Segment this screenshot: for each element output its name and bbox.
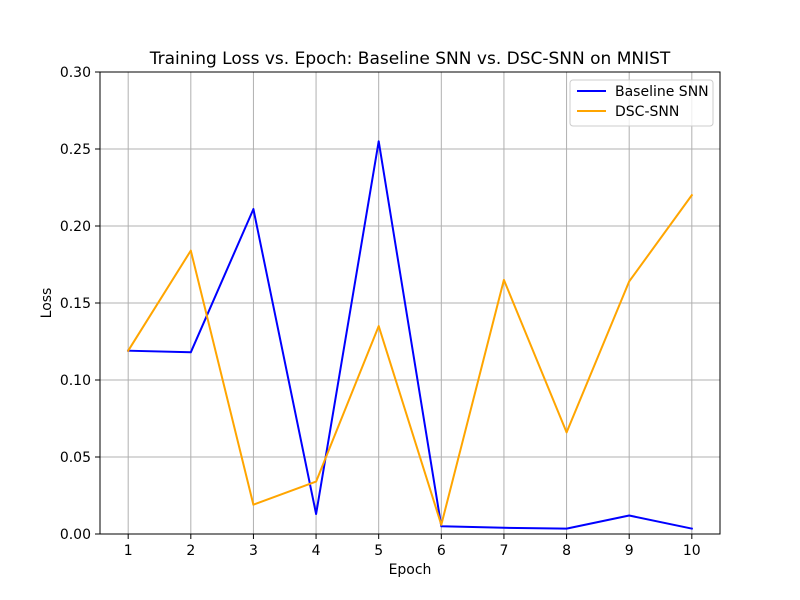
- data-point-baseline-snn: [377, 140, 380, 143]
- x-tick-label: 10: [683, 543, 701, 559]
- series-lines: [126, 140, 694, 530]
- y-axis-label: Loss: [39, 288, 55, 319]
- data-point-baseline-snn: [691, 527, 693, 530]
- data-point-dsc-snn: [565, 431, 568, 434]
- legend-label-baseline-snn: Baseline SNN: [615, 84, 709, 100]
- y-tick-label: 0.20: [60, 219, 91, 235]
- data-point-baseline-snn: [190, 351, 192, 354]
- legend-label-dsc-snn: DSC-SNN: [615, 104, 679, 120]
- series-line-dsc-snn: [126, 193, 694, 526]
- data-point-baseline-snn: [440, 525, 443, 528]
- data-point-dsc-snn: [628, 280, 630, 283]
- y-tick-label: 0.10: [60, 373, 91, 389]
- series-line-baseline-snn: [127, 140, 693, 530]
- axis-ticks: 1 2 3 4 5 6 7 8 9 10 0.00 0.05 0.10 0.15 0.20 0.25 0.30: [60, 65, 701, 559]
- x-axis-label: Epoch: [389, 562, 432, 578]
- x-tick-label: 7: [499, 543, 508, 559]
- y-tick-label: 0.15: [60, 296, 91, 312]
- x-tick-label: 8: [562, 543, 571, 559]
- data-point-baseline-snn: [565, 527, 568, 530]
- chart-title: Training Loss vs. Epoch: Baseline SNN vs…: [149, 49, 671, 69]
- x-tick-label: 9: [625, 543, 634, 559]
- data-point-baseline-snn: [252, 208, 255, 210]
- data-point-dsc-snn: [190, 249, 192, 252]
- x-tick-label: 1: [124, 543, 133, 559]
- x-tick-label: 3: [249, 543, 258, 559]
- data-point-dsc-snn: [377, 325, 380, 327]
- y-tick-label: 0.05: [60, 450, 91, 466]
- data-point-dsc-snn: [503, 279, 505, 281]
- x-tick-label: 5: [374, 543, 383, 559]
- data-point-dsc-snn: [691, 194, 693, 196]
- data-point-dsc-snn: [440, 524, 443, 526]
- x-tick-label: 2: [186, 543, 195, 559]
- data-point-baseline-snn: [628, 514, 630, 517]
- data-point-baseline-snn: [503, 527, 505, 529]
- x-tick-label: 6: [437, 543, 446, 559]
- data-point-dsc-snn: [127, 349, 129, 352]
- legend: Baseline SNN DSC-SNN: [569, 79, 714, 127]
- y-tick-label: 0.30: [60, 65, 91, 81]
- data-point-dsc-snn: [252, 503, 255, 506]
- x-tick-label: 4: [312, 543, 321, 559]
- y-tick-label: 0.25: [60, 142, 91, 158]
- data-point-dsc-snn: [315, 480, 317, 483]
- data-point-baseline-snn: [315, 513, 317, 515]
- y-tick-label: 0.00: [60, 527, 91, 543]
